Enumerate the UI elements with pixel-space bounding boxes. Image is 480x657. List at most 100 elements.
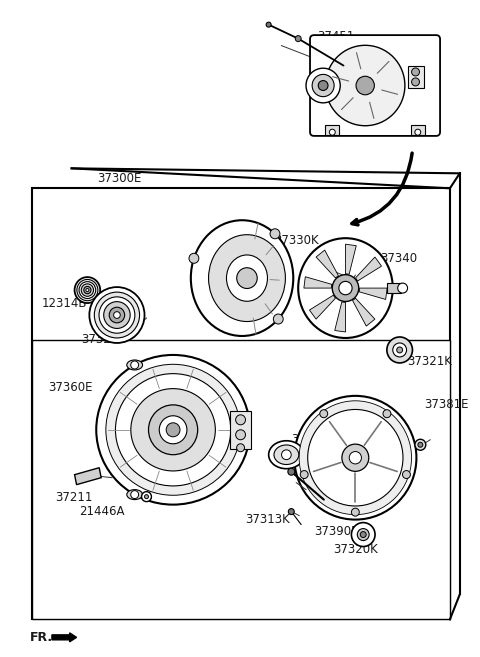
Polygon shape — [74, 468, 101, 485]
Circle shape — [351, 508, 360, 516]
Circle shape — [339, 281, 352, 295]
Polygon shape — [353, 298, 375, 326]
Circle shape — [74, 277, 100, 303]
Circle shape — [166, 423, 180, 437]
Circle shape — [273, 314, 283, 324]
Circle shape — [332, 275, 359, 302]
Circle shape — [95, 292, 140, 338]
Circle shape — [288, 509, 294, 514]
Text: 37381E: 37381E — [424, 398, 469, 411]
Circle shape — [342, 444, 369, 471]
Text: FR.: FR. — [30, 631, 53, 644]
Circle shape — [329, 129, 335, 135]
Text: 37330K: 37330K — [275, 234, 319, 246]
Circle shape — [357, 529, 369, 541]
Circle shape — [142, 491, 151, 502]
Circle shape — [306, 68, 340, 103]
Polygon shape — [304, 277, 332, 288]
Polygon shape — [310, 295, 336, 319]
Circle shape — [237, 443, 244, 452]
Circle shape — [159, 416, 187, 443]
Circle shape — [294, 396, 417, 520]
Circle shape — [109, 307, 125, 323]
Text: 37211: 37211 — [55, 491, 92, 504]
Ellipse shape — [127, 489, 143, 499]
Text: 37321B: 37321B — [82, 334, 127, 346]
Circle shape — [411, 78, 420, 86]
Text: 37313K: 37313K — [245, 513, 290, 526]
Ellipse shape — [269, 441, 304, 468]
Circle shape — [295, 35, 301, 41]
Circle shape — [393, 343, 407, 357]
Circle shape — [415, 129, 421, 135]
Circle shape — [189, 254, 199, 263]
Circle shape — [387, 337, 412, 363]
Text: 37368E: 37368E — [291, 433, 336, 446]
Ellipse shape — [116, 374, 231, 486]
Ellipse shape — [96, 355, 250, 505]
Ellipse shape — [131, 389, 216, 471]
Circle shape — [288, 468, 295, 475]
Circle shape — [104, 302, 130, 328]
Circle shape — [415, 440, 426, 450]
Text: 37340: 37340 — [380, 252, 417, 265]
Ellipse shape — [227, 255, 267, 302]
Ellipse shape — [191, 220, 293, 336]
Circle shape — [89, 287, 144, 343]
Text: 37313A: 37313A — [316, 458, 361, 471]
Text: 21446A: 21446A — [80, 505, 125, 518]
Circle shape — [81, 284, 94, 296]
Circle shape — [99, 297, 135, 333]
Polygon shape — [359, 288, 387, 300]
FancyBboxPatch shape — [387, 283, 401, 293]
Circle shape — [84, 286, 91, 294]
Polygon shape — [335, 302, 346, 332]
Circle shape — [308, 409, 403, 506]
Polygon shape — [346, 244, 356, 274]
Ellipse shape — [106, 364, 240, 495]
Circle shape — [270, 229, 280, 238]
Polygon shape — [316, 250, 338, 278]
FancyBboxPatch shape — [230, 411, 252, 449]
Circle shape — [299, 401, 411, 514]
Text: 37321K: 37321K — [408, 355, 453, 369]
Circle shape — [360, 532, 366, 537]
Circle shape — [320, 410, 328, 418]
FancyBboxPatch shape — [32, 189, 450, 620]
Circle shape — [236, 430, 245, 440]
Text: 12314B: 12314B — [42, 296, 87, 309]
Circle shape — [148, 405, 198, 455]
Circle shape — [114, 311, 120, 319]
Text: 37451: 37451 — [317, 30, 354, 43]
Circle shape — [396, 347, 403, 353]
FancyBboxPatch shape — [310, 35, 440, 136]
Circle shape — [351, 522, 375, 547]
Ellipse shape — [274, 445, 299, 464]
Ellipse shape — [127, 360, 143, 370]
Circle shape — [86, 288, 89, 292]
Text: 37320K: 37320K — [334, 543, 378, 556]
Circle shape — [398, 283, 408, 293]
Circle shape — [236, 415, 245, 425]
Circle shape — [237, 268, 257, 288]
Circle shape — [418, 442, 423, 447]
FancyBboxPatch shape — [32, 340, 450, 620]
Circle shape — [266, 22, 271, 27]
Circle shape — [312, 74, 334, 97]
Circle shape — [411, 68, 420, 76]
Text: 37390B: 37390B — [314, 525, 359, 538]
FancyBboxPatch shape — [325, 125, 339, 135]
Circle shape — [383, 410, 391, 418]
Ellipse shape — [208, 235, 286, 321]
FancyArrow shape — [52, 633, 76, 642]
Polygon shape — [356, 257, 382, 281]
Circle shape — [325, 45, 405, 125]
FancyBboxPatch shape — [408, 66, 424, 88]
Circle shape — [282, 450, 291, 460]
Text: 37360E: 37360E — [48, 381, 93, 394]
Circle shape — [77, 279, 98, 301]
Circle shape — [300, 470, 308, 478]
Circle shape — [79, 282, 96, 298]
Circle shape — [349, 451, 361, 464]
Circle shape — [144, 495, 148, 499]
